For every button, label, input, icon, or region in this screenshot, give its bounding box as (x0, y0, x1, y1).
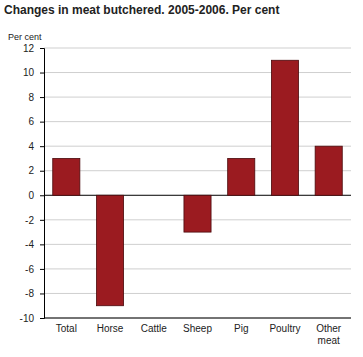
y-axis-label: Per cent (8, 32, 42, 42)
y-tick-mark (40, 97, 44, 98)
y-tick-label: -2 (25, 215, 34, 226)
title: Changes in meat butchered. 2005-2006. Pe… (4, 3, 279, 17)
y-tick-label: 6 (28, 116, 34, 127)
x-tick-label: Horse (97, 323, 124, 334)
grid-line (44, 244, 351, 245)
x-axis: Total Horse Cattle Sheep Pig Poultry Othermeat (44, 318, 351, 346)
bar (96, 195, 123, 305)
y-tick: -10 (20, 313, 44, 324)
y-tick-mark (40, 73, 44, 74)
grid-line (44, 97, 351, 98)
y-tick: 6 (28, 116, 44, 127)
y-tick-label: 8 (28, 92, 34, 103)
grid-line (44, 318, 351, 319)
y-tick-label: 4 (28, 141, 34, 152)
grid-line (44, 146, 351, 147)
y-tick-label: -4 (25, 239, 34, 250)
y-tick-mark (40, 171, 44, 172)
y-tick-mark (40, 318, 44, 319)
x-tick-label: Cattle (141, 323, 168, 334)
x-tick-label: Othermeat (316, 323, 342, 346)
x-tick-label: Sheep (183, 323, 212, 334)
y-tick-mark (40, 269, 44, 270)
y-tick-mark (40, 195, 44, 196)
y-tick: 2 (28, 165, 44, 176)
bar (315, 146, 342, 195)
grid-line (44, 72, 351, 73)
bar (271, 60, 298, 195)
y-tick-mark (40, 122, 44, 123)
y-tick-label: -10 (20, 313, 35, 324)
bar (140, 195, 167, 196)
y-tick-mark (40, 48, 44, 49)
y-tick: -8 (25, 288, 44, 299)
y-tick-mark (40, 220, 44, 221)
x-tick-label: Pig (234, 323, 248, 334)
y-tick-label: 12 (23, 43, 35, 54)
x-tick-label: Poultry (269, 323, 300, 334)
x-axis-line (44, 318, 351, 319)
grid-line (44, 121, 351, 122)
plot: -10 -8 -6 -4 -2 0 2 4 6 8 10 12 Total Horse Cattle Shee… (20, 43, 351, 346)
y-tick-label: 0 (28, 190, 34, 201)
bar (53, 158, 80, 195)
grid-line (44, 293, 351, 294)
y-tick: -4 (25, 239, 44, 250)
y-tick-mark (40, 244, 44, 245)
y-tick: 10 (23, 67, 44, 78)
y-tick-label: 10 (23, 67, 35, 78)
bars (53, 60, 343, 305)
grid (44, 48, 351, 318)
grid-line (44, 268, 351, 269)
y-tick: 8 (28, 92, 44, 103)
bar (228, 158, 255, 195)
y-tick: 12 (23, 43, 44, 54)
y-axis: -10 -8 -6 -4 -2 0 2 4 6 8 10 12 (20, 43, 45, 324)
chart: Changes in meat butchered. 2005-2006. Pe… (0, 0, 363, 357)
bar (184, 195, 211, 232)
y-tick-label: -8 (25, 288, 34, 299)
y-tick: 0 (28, 190, 44, 201)
grid-line (44, 48, 351, 49)
y-tick: -2 (25, 215, 44, 226)
y-tick-label: 2 (28, 165, 34, 176)
x-tick-label: Total (56, 323, 77, 334)
y-tick-mark (40, 146, 44, 147)
grid-line (44, 170, 351, 171)
y-axis-line (40, 49, 45, 319)
y-tick-label: -6 (25, 264, 34, 275)
y-tick-mark (40, 293, 44, 294)
y-tick: -6 (25, 264, 44, 275)
y-tick: 4 (28, 141, 44, 152)
